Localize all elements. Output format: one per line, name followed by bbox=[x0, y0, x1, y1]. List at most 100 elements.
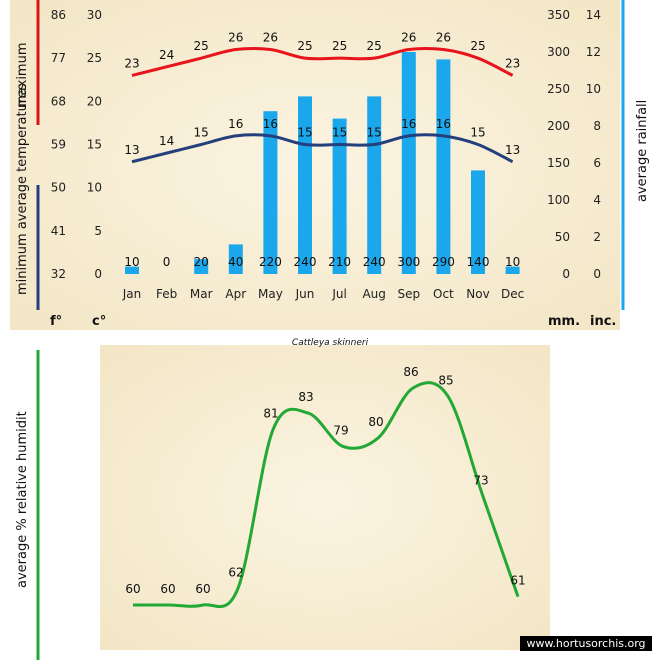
tick-mm: 0 bbox=[562, 267, 570, 281]
rainfall-label: 210 bbox=[328, 255, 351, 269]
tick-inch: 4 bbox=[593, 193, 601, 207]
month-label: Jul bbox=[331, 287, 346, 301]
month-label: Aug bbox=[362, 287, 385, 301]
rainfall-label: 240 bbox=[363, 255, 386, 269]
top-chart-background bbox=[10, 0, 620, 330]
tick-inch: 2 bbox=[593, 230, 601, 244]
max-temp-label: 24 bbox=[159, 48, 174, 62]
max-temp-line bbox=[131, 46, 514, 77]
tick-c: 0 bbox=[94, 267, 102, 281]
month-label: Jun bbox=[295, 287, 315, 301]
tick-c: 25 bbox=[87, 51, 102, 65]
tick-inch: 0 bbox=[593, 267, 601, 281]
rainfall-label: 40 bbox=[228, 255, 243, 269]
rainfall-bar bbox=[125, 266, 139, 274]
min-temp-label: 15 bbox=[367, 126, 382, 140]
rainfall-bar bbox=[228, 244, 243, 274]
month-label: Nov bbox=[466, 287, 489, 301]
tick-mm: 150 bbox=[547, 156, 570, 170]
month-label: Dec bbox=[501, 287, 524, 301]
humidity-line bbox=[133, 381, 520, 609]
tick-mm: 300 bbox=[547, 45, 570, 59]
ylabel-left-bottom: minimum average temperatures bbox=[15, 83, 30, 295]
min-temp-label: 13 bbox=[505, 143, 520, 157]
rainfall-label: 290 bbox=[432, 255, 455, 269]
tick-mm: 50 bbox=[555, 230, 570, 244]
rainfall-bar bbox=[194, 259, 209, 274]
tick-mm: 350 bbox=[547, 8, 570, 22]
tick-f: 50 bbox=[51, 181, 66, 195]
tick-mm: 250 bbox=[547, 82, 570, 96]
rainfall-label: 300 bbox=[397, 255, 420, 269]
tick-mm: 200 bbox=[547, 119, 570, 133]
rainfall-bar bbox=[401, 52, 416, 274]
tick-c: 10 bbox=[87, 181, 102, 195]
tick-c: 20 bbox=[87, 94, 102, 108]
ylabel-right: average rainfall bbox=[635, 100, 650, 202]
rainfall-label: 240 bbox=[294, 255, 317, 269]
humidity-label: 60 bbox=[195, 582, 210, 596]
unit-inch: inc. bbox=[590, 314, 616, 329]
rainfall-label: 10 bbox=[124, 255, 139, 269]
tick-f: 59 bbox=[51, 138, 66, 152]
max-temp-label: 23 bbox=[124, 56, 139, 70]
humidity-label: 62 bbox=[228, 565, 243, 579]
humidity-label: 83 bbox=[298, 390, 313, 404]
tick-mm: 100 bbox=[547, 193, 570, 207]
month-label: Mar bbox=[190, 287, 213, 301]
humidity-label: 86 bbox=[403, 365, 418, 379]
max-temp-label: 25 bbox=[367, 39, 382, 53]
species-name: Cattleya skinneri bbox=[292, 338, 369, 348]
min-temp-label: 16 bbox=[436, 117, 451, 131]
rainfall-bar bbox=[263, 111, 278, 274]
max-temp-label: 26 bbox=[263, 31, 278, 45]
month-label: May bbox=[258, 287, 283, 301]
max-temp-label: 23 bbox=[505, 56, 520, 70]
unit-c: c° bbox=[92, 314, 106, 329]
max-temp-label: 26 bbox=[401, 31, 416, 45]
tick-f: 41 bbox=[51, 224, 66, 238]
tick-inch: 6 bbox=[593, 156, 601, 170]
watermark-box bbox=[520, 636, 652, 651]
tick-c: 15 bbox=[87, 138, 102, 152]
tick-inch: 8 bbox=[593, 119, 601, 133]
tick-inch: 14 bbox=[586, 8, 601, 22]
rainfall-bar bbox=[367, 96, 382, 275]
month-label: Jan bbox=[122, 287, 142, 301]
tick-inch: 12 bbox=[586, 45, 601, 59]
rainfall-bar bbox=[298, 96, 312, 275]
month-label: Feb bbox=[156, 287, 177, 301]
rainfall-bar bbox=[505, 266, 520, 274]
month-label: Oct bbox=[433, 287, 454, 301]
humidity-label: 60 bbox=[125, 582, 140, 596]
min-temp-line bbox=[131, 133, 514, 164]
humidity-label: 85 bbox=[438, 373, 453, 387]
watermark-text: www.hortusorchis.org bbox=[526, 637, 645, 650]
min-temp-label: 15 bbox=[297, 126, 312, 140]
ylabel-left-top: maximum bbox=[15, 42, 30, 108]
rainfall-bar bbox=[471, 170, 485, 274]
humidity-label: 73 bbox=[473, 474, 488, 488]
rainfall-label: 220 bbox=[259, 255, 282, 269]
month-label: Apr bbox=[225, 287, 246, 301]
max-temp-label: 25 bbox=[194, 39, 209, 53]
tick-f: 86 bbox=[51, 8, 66, 22]
unit-f: f° bbox=[50, 314, 62, 329]
bottom-chart-background bbox=[100, 345, 550, 650]
min-temp-label: 16 bbox=[401, 117, 416, 131]
humidity-label: 80 bbox=[368, 415, 383, 429]
rainfall-label: 20 bbox=[194, 255, 209, 269]
unit-mm: mm. bbox=[548, 314, 580, 329]
min-temp-label: 16 bbox=[263, 117, 278, 131]
rainfall-bar bbox=[436, 59, 451, 275]
month-label: Sep bbox=[397, 287, 420, 301]
min-temp-label: 13 bbox=[124, 143, 139, 157]
max-temp-label: 26 bbox=[436, 31, 451, 45]
humidity-label: 81 bbox=[263, 407, 278, 421]
min-temp-label: 15 bbox=[470, 126, 485, 140]
tick-c: 5 bbox=[94, 224, 102, 238]
tick-inch: 10 bbox=[586, 82, 601, 96]
humidity-label: 79 bbox=[333, 423, 348, 437]
tick-f: 32 bbox=[51, 267, 66, 281]
